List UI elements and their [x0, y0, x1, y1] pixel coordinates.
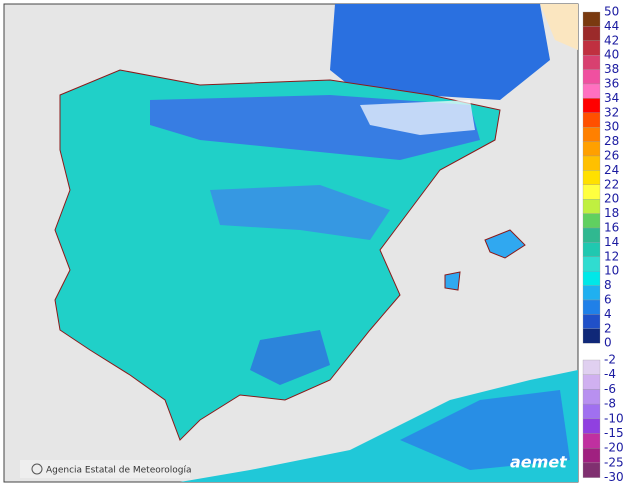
copyright-icon	[31, 463, 43, 475]
legend-swatch	[582, 328, 601, 344]
legend-label: 28	[604, 134, 619, 148]
legend-label: -4	[604, 367, 616, 381]
logo: aemet	[510, 453, 568, 472]
legend-label: 16	[604, 221, 619, 235]
legend-label: -10	[604, 411, 624, 425]
legend-swatch	[582, 213, 601, 229]
france-relief	[330, 4, 550, 100]
legend-label: 42	[604, 33, 619, 47]
legend-swatch	[582, 69, 601, 85]
legend-label: -20	[604, 441, 624, 455]
legend-swatch	[582, 141, 601, 157]
legend-swatch	[582, 55, 601, 70]
legend-label: -2	[604, 353, 616, 367]
legend-label: -15	[604, 426, 624, 440]
legend-swatch	[582, 359, 601, 375]
legend-label: 32	[604, 105, 619, 119]
legend-swatch	[582, 389, 601, 405]
legend-label: 6	[604, 293, 612, 307]
legend-label: 36	[604, 77, 619, 91]
legend-label: -8	[604, 397, 616, 411]
legend-swatch	[582, 155, 601, 171]
legend-swatch	[582, 418, 601, 434]
legend-swatch	[582, 83, 601, 99]
legend-label: 4	[604, 307, 612, 321]
legend-label: 10	[604, 264, 619, 278]
legend-label: 50	[604, 5, 619, 19]
legend-label: 22	[604, 177, 619, 191]
legend-swatch	[582, 184, 601, 200]
france-land	[540, 4, 578, 50]
credit-box	[20, 460, 190, 478]
cold-south	[250, 330, 330, 385]
legend-swatch	[582, 448, 601, 464]
legend-swatch	[582, 26, 601, 41]
cold-center	[210, 185, 390, 240]
legend-swatch	[582, 314, 601, 329]
legend-swatch	[582, 127, 601, 142]
legend: 5044424038363432302826242220181614121086…	[582, 5, 624, 484]
legend-swatch	[582, 256, 601, 272]
legend-label: 8	[604, 278, 612, 292]
legend-label: 12	[604, 249, 619, 263]
legend-swatch	[582, 199, 601, 214]
legend-label: 40	[604, 48, 619, 62]
atlas-relief	[400, 390, 570, 470]
legend-swatch	[582, 40, 601, 56]
legend-label: -25	[604, 455, 624, 469]
legend-swatch	[582, 170, 601, 185]
pyrenees-snow	[360, 100, 475, 135]
legend-swatch	[582, 433, 601, 449]
legend-label: 44	[604, 19, 619, 33]
legend-swatch	[582, 112, 601, 128]
legend-label: 0	[604, 336, 612, 350]
iberia-land	[54, 69, 501, 441]
legend-swatch	[582, 227, 601, 243]
legend-label: 20	[604, 192, 619, 206]
legend-label: -30	[604, 470, 624, 484]
legend-swatch	[582, 98, 601, 113]
legend-label: 26	[604, 149, 619, 163]
credit-text: Agencia Estatal de Meteorología	[46, 466, 192, 476]
legend-label: -6	[604, 382, 616, 396]
legend-swatch	[582, 462, 601, 478]
legend-swatch	[582, 285, 601, 301]
legend-swatch	[582, 242, 601, 257]
legend-swatch	[582, 271, 601, 286]
legend-swatch	[582, 374, 601, 390]
legend-swatch	[582, 403, 601, 419]
legend-label: 24	[604, 163, 619, 177]
legend-swatch	[582, 11, 601, 27]
legend-label: 38	[604, 62, 619, 76]
legend-label: 30	[604, 120, 619, 134]
legend-label: 18	[604, 206, 619, 220]
legend-label: 34	[604, 91, 619, 105]
balearic-islands	[444, 229, 526, 291]
legend-label: 14	[604, 235, 619, 249]
legend-label: 2	[604, 321, 612, 335]
legend-swatch	[582, 299, 601, 315]
